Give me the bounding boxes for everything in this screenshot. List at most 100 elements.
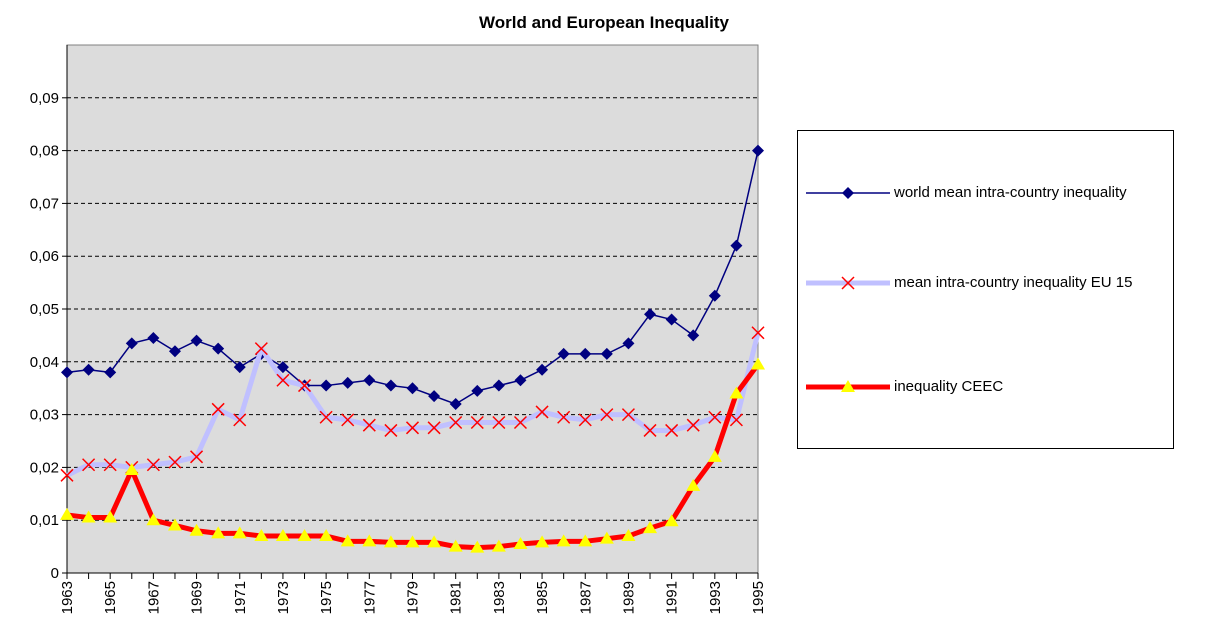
legend-swatch — [806, 276, 890, 290]
y-tick-label: 0,01 — [30, 512, 59, 529]
data-point — [146, 513, 161, 526]
data-point — [536, 363, 549, 376]
data-point — [341, 413, 355, 427]
data-point — [363, 374, 376, 387]
x-tick-label: 1967 — [145, 581, 162, 614]
data-point — [729, 413, 743, 427]
legend-label: mean intra-country inequality EU 15 — [894, 274, 1133, 291]
data-point — [211, 526, 226, 539]
data-point — [513, 415, 527, 430]
legend-label: world mean intra-country inequality — [894, 184, 1127, 201]
data-point — [686, 418, 700, 432]
data-point — [211, 402, 225, 416]
legend-item: inequality CEEC — [806, 377, 1166, 397]
data-point — [535, 535, 550, 548]
data-point — [707, 449, 722, 462]
data-point — [578, 534, 593, 547]
data-point — [405, 421, 420, 435]
x-tick-label: 1991 — [664, 581, 681, 614]
x-tick-label: 1989 — [620, 581, 637, 614]
y-tick-label: 0,06 — [30, 248, 59, 265]
x-tick-label: 1987 — [577, 581, 594, 614]
x-tick-label: 1973 — [275, 581, 292, 614]
data-point — [124, 463, 139, 476]
data-point — [233, 413, 247, 427]
x-tick-label: 1965 — [102, 581, 119, 614]
data-point — [643, 423, 657, 437]
data-point — [276, 361, 289, 374]
data-point — [599, 531, 614, 544]
data-point — [557, 347, 570, 360]
x-tick-label: 1979 — [405, 581, 422, 614]
data-point — [492, 415, 506, 430]
data-point — [405, 535, 420, 548]
x-tick-label: 1993 — [707, 581, 724, 614]
data-point — [492, 379, 505, 392]
data-point — [621, 408, 635, 422]
data-point — [841, 380, 855, 392]
data-point — [535, 405, 549, 419]
data-point — [168, 455, 182, 469]
y-tick-label: 0,08 — [30, 143, 59, 160]
legend-swatch — [806, 187, 890, 199]
data-point — [212, 342, 225, 355]
data-point — [189, 523, 204, 536]
data-point — [600, 408, 614, 422]
data-point — [147, 332, 160, 345]
data-point — [276, 373, 290, 387]
data-point — [470, 540, 485, 553]
data-point — [491, 539, 506, 552]
data-point — [557, 410, 571, 424]
legend-swatch — [806, 380, 890, 392]
data-point — [644, 308, 657, 321]
data-point — [514, 374, 527, 387]
data-point — [513, 536, 528, 549]
data-point — [841, 276, 855, 290]
x-tick-label: 1995 — [750, 581, 767, 614]
data-point — [622, 337, 635, 350]
data-point — [406, 382, 419, 395]
data-point — [168, 345, 181, 358]
data-point — [298, 379, 312, 393]
x-tick-label: 1977 — [361, 581, 378, 614]
data-point — [384, 423, 398, 437]
data-point — [428, 390, 441, 403]
data-point — [729, 386, 744, 399]
data-point — [341, 376, 354, 389]
data-point — [643, 521, 658, 534]
x-tick-label: 1985 — [534, 581, 551, 614]
data-point — [60, 468, 74, 482]
data-point — [319, 529, 334, 542]
data-point — [362, 418, 376, 432]
data-point — [449, 415, 463, 430]
data-point — [664, 514, 679, 527]
data-point — [232, 526, 247, 539]
data-point — [60, 507, 74, 520]
data-point — [362, 534, 377, 547]
data-point — [383, 535, 398, 548]
data-point — [751, 326, 765, 340]
data-point — [320, 379, 333, 392]
data-point — [686, 478, 701, 491]
data-point — [103, 458, 117, 472]
data-point — [146, 458, 160, 472]
y-tick-label: 0,09 — [30, 90, 59, 107]
data-point — [384, 379, 397, 392]
legend-label: inequality CEEC — [894, 378, 1004, 395]
data-point — [104, 366, 117, 379]
data-point — [448, 539, 463, 552]
data-point — [470, 415, 484, 430]
y-tick-label: 0 — [51, 565, 59, 582]
data-point — [471, 384, 484, 397]
data-point — [751, 357, 765, 370]
data-point — [427, 421, 441, 435]
data-point — [842, 187, 854, 199]
data-point — [621, 529, 636, 542]
data-point — [125, 337, 138, 350]
data-point — [233, 361, 246, 374]
data-point — [297, 529, 312, 542]
y-tick-label: 0,04 — [30, 354, 59, 371]
data-point — [254, 342, 268, 356]
data-point — [190, 450, 204, 464]
x-tick-label: 1975 — [318, 581, 335, 614]
